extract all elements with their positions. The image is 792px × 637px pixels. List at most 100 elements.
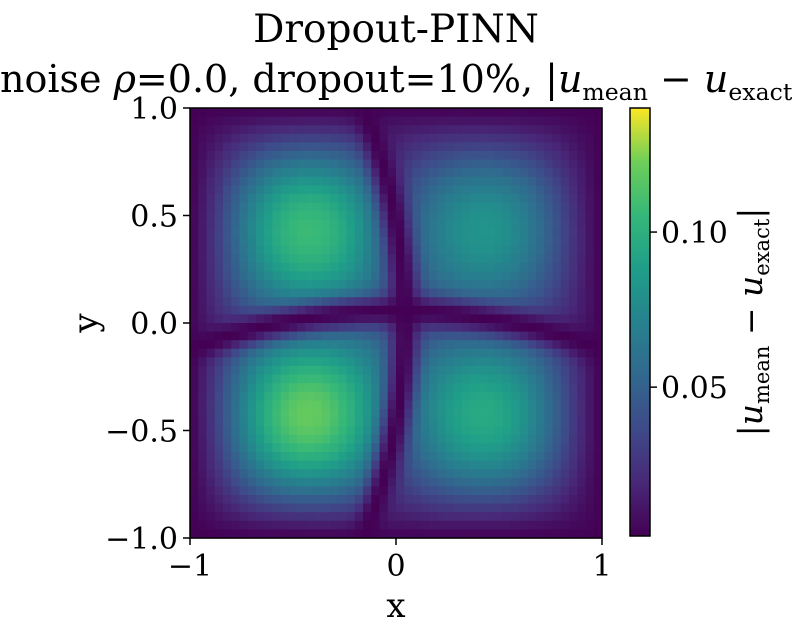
heatmap-cell [585, 366, 595, 376]
heatmap-cell [255, 323, 265, 333]
heatmap-cell [503, 142, 512, 152]
heatmap-cell [428, 271, 438, 281]
heatmap-cell [288, 374, 298, 384]
heatmap-cell [387, 133, 397, 143]
heatmap-cell [585, 391, 595, 401]
heatmap-cell [437, 314, 447, 324]
heatmap-cell [453, 125, 463, 135]
heatmap-cell [239, 297, 249, 307]
heatmap-cell [305, 194, 315, 204]
heatmap-cell [445, 443, 455, 453]
heatmap-cell [560, 262, 570, 272]
heatmap-cell [330, 211, 339, 221]
heatmap-cell [577, 495, 587, 505]
heatmap-cell [272, 159, 282, 169]
heatmap-cell [222, 400, 232, 410]
heatmap-cell [428, 417, 438, 427]
heatmap-cell [577, 108, 587, 118]
heatmap-cell [428, 366, 438, 376]
heatmap-cell [437, 512, 447, 522]
heatmap-cell [280, 228, 290, 238]
heatmap-cell [560, 159, 570, 169]
heatmap-cell [519, 133, 529, 143]
heatmap-cell [569, 495, 578, 505]
heatmap-cell [346, 434, 356, 444]
heatmap-cell [494, 237, 504, 247]
heatmap-cell [206, 280, 216, 290]
heatmap-cell [272, 357, 282, 367]
heatmap-cell [255, 280, 265, 290]
heatmap-cell [569, 460, 578, 470]
heatmap-cell [190, 288, 199, 298]
heatmap-cell [338, 245, 348, 255]
heatmap-cell [470, 211, 479, 221]
heatmap-cell [247, 142, 257, 152]
heatmap-cell [371, 434, 381, 444]
heatmap-cell [560, 219, 570, 229]
heatmap-cell [428, 469, 438, 479]
heatmap-cell [593, 125, 603, 135]
heatmap-cell [527, 228, 537, 238]
heatmap-cell [503, 288, 512, 298]
heatmap-cell [363, 486, 372, 496]
subtitle-mid: =0.0, dropout=10%, | [135, 57, 558, 101]
heatmap-cell [396, 228, 405, 238]
heatmap-cell [198, 426, 208, 436]
heatmap-cell [206, 340, 216, 350]
heatmap-cell [313, 237, 323, 247]
heatmap-cell [288, 151, 298, 161]
heatmap-cell [519, 271, 529, 281]
heatmap-cell [297, 477, 306, 487]
heatmap-cell [552, 383, 562, 393]
heatmap-cell [486, 305, 496, 315]
heatmap-cell [198, 237, 208, 247]
heatmap-cell [379, 366, 389, 376]
heatmap-cell [214, 512, 224, 522]
heatmap-cell [396, 391, 405, 401]
heatmap-cell [313, 151, 323, 161]
heatmap-cell [569, 520, 578, 530]
heatmap-cell [371, 271, 381, 281]
heatmap-cell [544, 503, 554, 513]
heatmap-cell [379, 503, 389, 513]
heatmap-cell [478, 228, 488, 238]
heatmap-cell [313, 383, 323, 393]
heatmap-cell [453, 297, 463, 307]
y-tick-label: −1.0 [105, 522, 178, 557]
heatmap-cell [338, 254, 348, 264]
heatmap-cell [346, 348, 356, 358]
heatmap-cell [222, 434, 232, 444]
heatmap-cell [214, 305, 224, 315]
heatmap-cell [536, 202, 545, 212]
heatmap-cell [519, 151, 529, 161]
heatmap-cell [222, 443, 232, 453]
heatmap-cell [544, 108, 554, 118]
heatmap-cell [453, 529, 463, 539]
heatmap-cell [330, 108, 339, 118]
heatmap-cell [305, 409, 315, 419]
heatmap-cell [486, 271, 496, 281]
heatmap-cell [198, 254, 208, 264]
heatmap-cell [503, 194, 512, 204]
heatmap-cell [445, 452, 455, 462]
heatmap-cell [420, 520, 430, 530]
heatmap-cell [519, 142, 529, 152]
heatmap-cell [486, 331, 496, 341]
heatmap-cell [272, 211, 282, 221]
heatmap-cell [461, 460, 471, 470]
heatmap-cell [231, 280, 241, 290]
heatmap-cell [198, 176, 208, 186]
heatmap-cell [231, 125, 241, 135]
heatmap-cell [190, 409, 199, 419]
heatmap-cell [231, 142, 241, 152]
heatmap-cell [338, 452, 348, 462]
heatmap-cell [222, 194, 232, 204]
heatmap-cell [536, 108, 545, 118]
heatmap-cell [198, 168, 208, 178]
heatmap-cell [536, 452, 545, 462]
heatmap-cell [470, 520, 479, 530]
heatmap-cell [354, 520, 364, 530]
heatmap-cell [486, 211, 496, 221]
heatmap-cell [231, 228, 241, 238]
heatmap-cell [206, 194, 216, 204]
